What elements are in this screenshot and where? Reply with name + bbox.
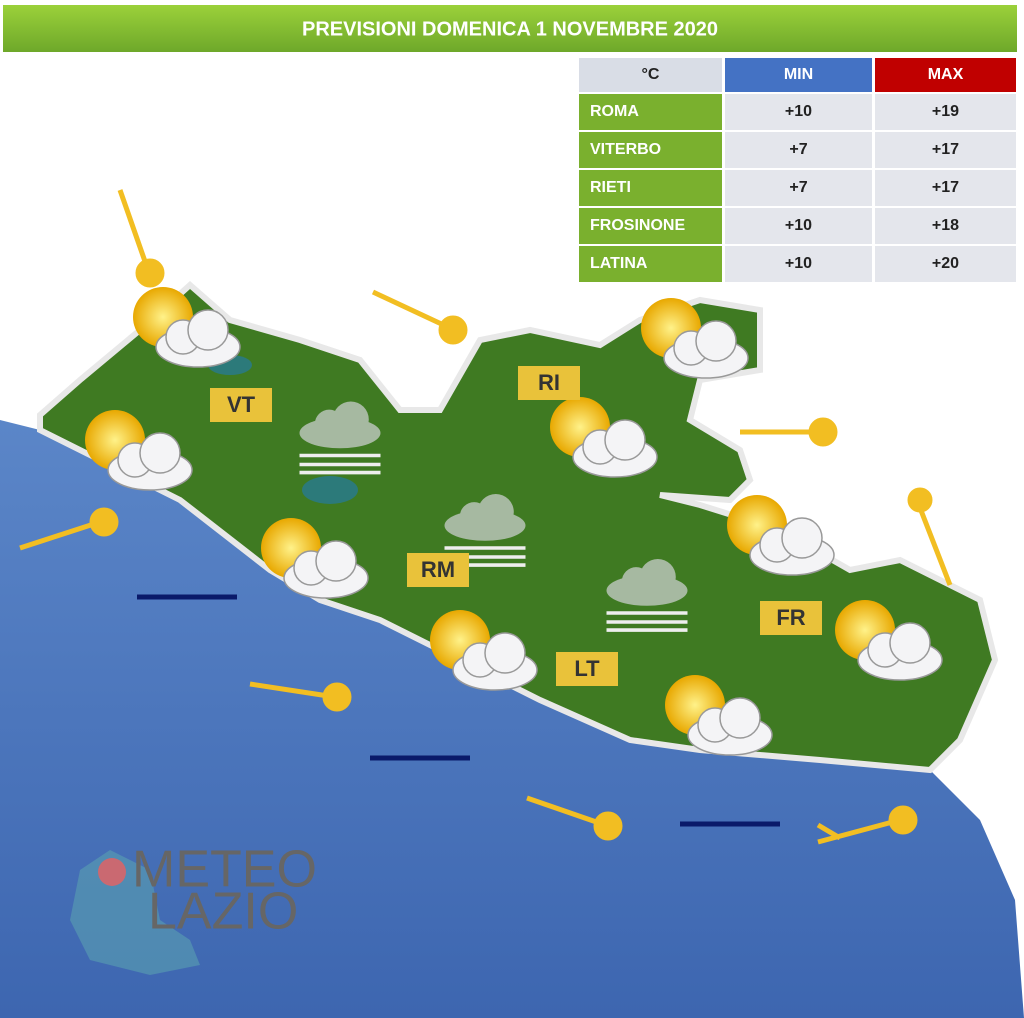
province-label: FR bbox=[776, 605, 805, 630]
value-cell bbox=[723, 130, 874, 170]
temperature: +20 bbox=[932, 255, 959, 272]
wind-symbols bbox=[19, 189, 953, 845]
label-box bbox=[760, 601, 822, 635]
label-box bbox=[556, 652, 618, 686]
header-text: MAX bbox=[928, 66, 964, 83]
temperature: +18 bbox=[932, 217, 959, 234]
province-label: RM bbox=[421, 557, 455, 582]
city-name: RIETI bbox=[590, 179, 631, 196]
city-name: ROMA bbox=[590, 103, 639, 120]
temperature: +7 bbox=[789, 179, 807, 196]
province-label: LT bbox=[574, 656, 600, 681]
city-cell bbox=[577, 168, 724, 208]
value-cell bbox=[873, 244, 1018, 284]
temperature: +7 bbox=[789, 141, 807, 158]
city-name: FROSINONE bbox=[590, 217, 685, 234]
value-cell bbox=[873, 92, 1018, 132]
header-cell bbox=[577, 56, 724, 94]
header-cell bbox=[873, 56, 1018, 94]
temperature: +10 bbox=[785, 255, 812, 272]
logo-text: LAZIO bbox=[148, 883, 298, 941]
temperature: +10 bbox=[785, 103, 812, 120]
value-cell bbox=[873, 168, 1018, 208]
title-bar bbox=[3, 5, 1017, 52]
label-box bbox=[407, 553, 469, 587]
temperature: +17 bbox=[932, 141, 959, 158]
temperature: +19 bbox=[932, 103, 959, 120]
header-cell bbox=[723, 56, 874, 94]
province-label: RI bbox=[538, 370, 560, 395]
temperature-table: °C MIN MAX ROMA +10 +19 VITERBO +7 +17 RIETI +7 +17… bbox=[577, 56, 1018, 284]
province-labels: VT RI RM LT FR bbox=[210, 366, 822, 686]
logo: METEO LAZIO bbox=[70, 841, 317, 975]
value-cell bbox=[873, 206, 1018, 246]
logo-text: METEO bbox=[132, 841, 317, 899]
calm-sea bbox=[137, 594, 780, 827]
temperature: +17 bbox=[932, 179, 959, 196]
temperature: +10 bbox=[785, 217, 812, 234]
label-box bbox=[518, 366, 580, 400]
province-label: VT bbox=[227, 392, 256, 417]
sea bbox=[0, 420, 1024, 1018]
city-cell bbox=[577, 244, 724, 284]
lake bbox=[302, 476, 358, 504]
city-name: VITERBO bbox=[590, 141, 661, 158]
city-name: LATINA bbox=[590, 255, 648, 272]
title: PREVISIONI DOMENICA 1 NOVEMBRE 2020 bbox=[302, 18, 718, 40]
header-text: °C bbox=[642, 66, 660, 83]
label-box bbox=[210, 388, 272, 422]
value-cell bbox=[873, 130, 1018, 170]
header-text: MIN bbox=[784, 66, 813, 83]
